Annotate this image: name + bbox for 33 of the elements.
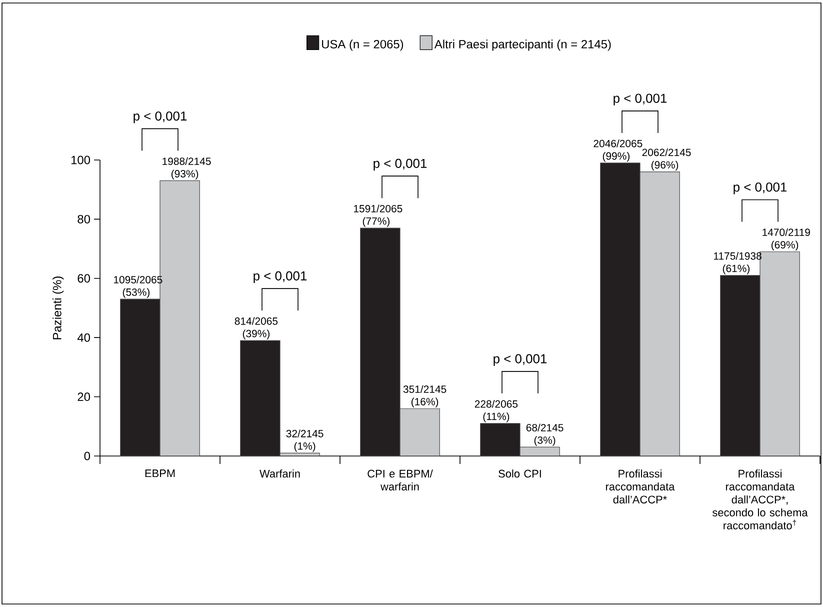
data-label: 2062/2145 (96%)	[642, 148, 691, 171]
y-tick-label: 100	[71, 156, 90, 164]
data-label: 1095/2065 (53%)	[114, 276, 162, 298]
x-tick-label: CPI e EBPM/ warfarin	[368, 470, 433, 491]
y-tick-label: 40	[77, 333, 90, 342]
annotation: p < 0,001	[494, 354, 547, 366]
legend-label: USA (n = 2065)	[322, 40, 404, 51]
data-label: 68/2145 (3%)	[526, 424, 564, 446]
data-label: 1988/2145 (93%)	[162, 157, 211, 180]
legend-label: Altri Paesi partecipanti (n = 2145)	[434, 40, 611, 51]
data-label: 814/2065 (39%)	[234, 317, 278, 340]
x-tick-label: Profilassi raccomandata dall’ACCP*	[606, 470, 675, 504]
y-tick-label: 60	[78, 274, 90, 283]
text: p < 0,001	[134, 111, 187, 124]
x-tick-label: Profilassi raccomandata dall’ACCP*, secondo lo schema raccomandato$^{†}$	[712, 470, 808, 530]
data-label: 1591/2065 (77%)	[354, 204, 402, 227]
data-label: 1175/1938 (61%)	[714, 252, 762, 274]
x-tick-label: Solo CPI	[498, 470, 541, 478]
y-tick-label: 0	[84, 452, 90, 460]
x-tick-label: Warfarin	[260, 470, 300, 478]
data-label: 2046/2065 (99%)	[594, 140, 642, 162]
data-label: 32/2145 (1%)	[286, 430, 324, 452]
text: p < 0,001	[614, 94, 667, 106]
annotation: p < 0,001	[734, 182, 787, 194]
y-axis-title: Pazienti (%)	[52, 276, 64, 340]
annotation: p < 0,001	[254, 271, 307, 284]
data-label: 228/2065 (11%)	[474, 400, 518, 422]
data-label: 1470/2119 (69%)	[762, 228, 810, 251]
y-tick-label: 80	[78, 214, 90, 224]
y-tick-label: 20	[78, 392, 90, 402]
data-label: 351/2145 (16%)	[403, 385, 446, 408]
x-tick-label: EBPM	[145, 470, 175, 478]
annotation: p < 0,001	[374, 158, 427, 171]
